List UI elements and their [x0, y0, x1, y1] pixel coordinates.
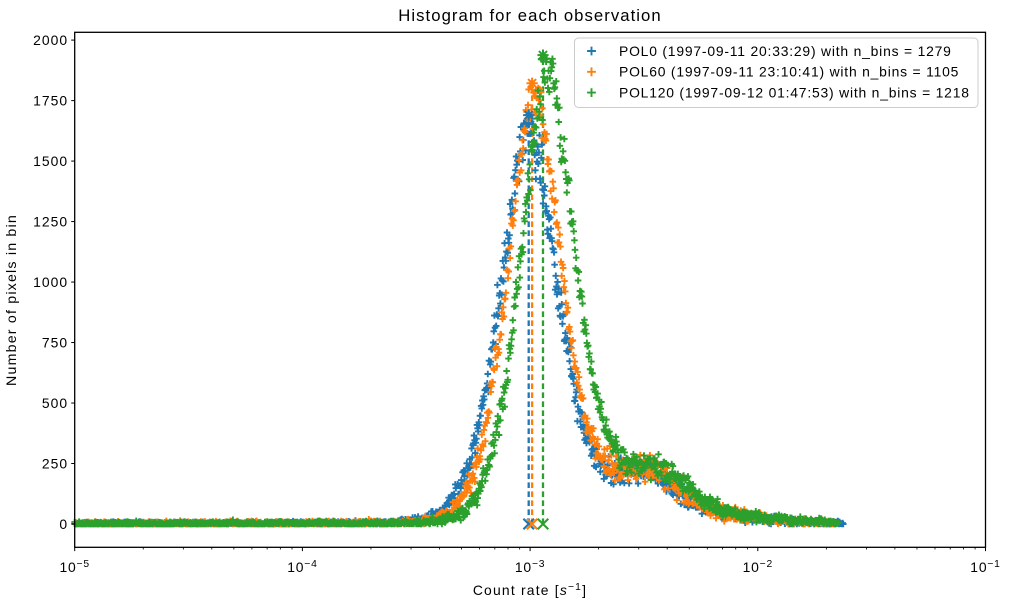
- svg-text:POL60 (1997-09-11 23:10:41) wi: POL60 (1997-09-11 23:10:41) with n_bins …: [619, 64, 959, 80]
- svg-text:POL0 (1997-09-11 20:33:29) wit: POL0 (1997-09-11 20:33:29) with n_bins =…: [619, 43, 952, 59]
- svg-text:POL120 (1997-09-12 01:47:53) w: POL120 (1997-09-12 01:47:53) with n_bins…: [619, 84, 970, 100]
- svg-text:0: 0: [59, 516, 68, 532]
- svg-text:1000: 1000: [33, 274, 68, 290]
- svg-text:500: 500: [42, 395, 68, 411]
- svg-text:750: 750: [42, 334, 68, 350]
- svg-text:1500: 1500: [33, 153, 68, 169]
- svg-text:2000: 2000: [33, 32, 68, 48]
- svg-text:250: 250: [42, 455, 68, 471]
- svg-text:Count rate [s−1]: Count rate [s−1]: [473, 582, 587, 598]
- svg-text:1250: 1250: [33, 213, 68, 229]
- svg-text:Histogram for each observation: Histogram for each observation: [398, 6, 661, 25]
- svg-text:1750: 1750: [33, 92, 68, 108]
- svg-text:Number of pixels in bin: Number of pixels in bin: [4, 214, 20, 386]
